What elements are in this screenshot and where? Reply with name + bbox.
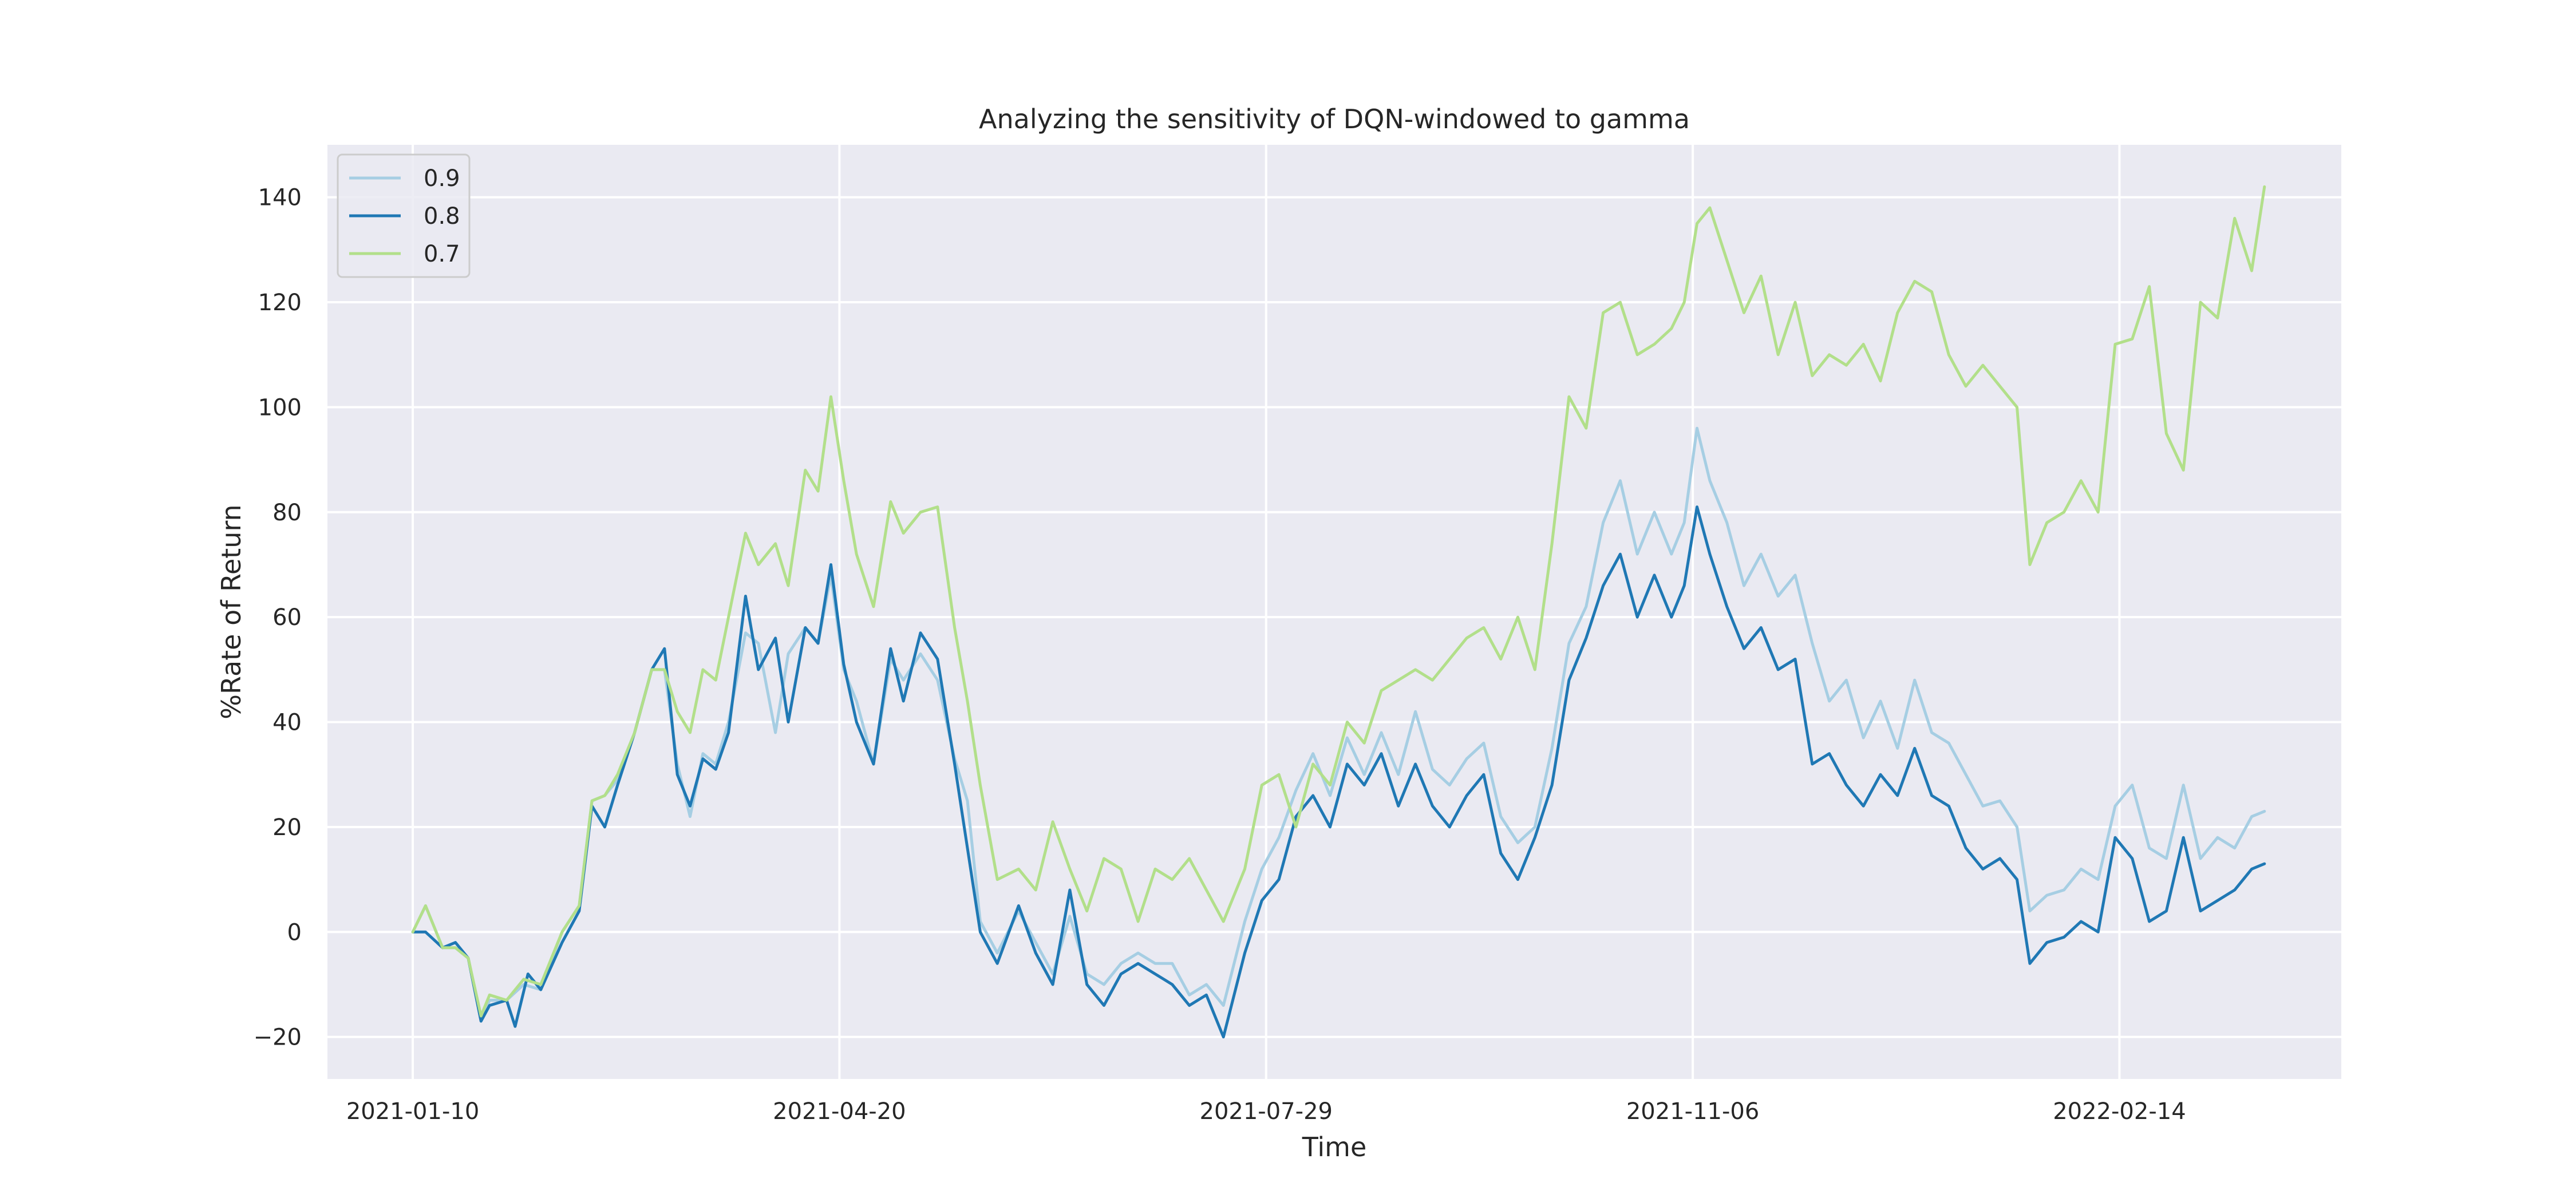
- x-tick-label: 2021-07-29: [1200, 1098, 1333, 1125]
- y-tick-label: 40: [272, 710, 302, 736]
- series-line-0.9: [411, 426, 2266, 1023]
- y-axis-label: %Rate of Return: [216, 504, 247, 719]
- legend: 0.9 0.8 0.7: [337, 153, 471, 278]
- x-tick-label: 2021-04-20: [773, 1098, 906, 1125]
- chart-title: Analyzing the sensitivity of DQN-windowe…: [979, 104, 1690, 135]
- x-tick-label: 2021-01-10: [346, 1098, 479, 1125]
- series-line-0.8: [411, 505, 2266, 1039]
- x-tick-label: 2022-02-14: [2053, 1098, 2186, 1125]
- x-axis-label: Time: [1302, 1132, 1367, 1163]
- legend-label-0.9: 0.9: [424, 165, 460, 192]
- y-tick-label: 100: [258, 394, 302, 421]
- x-tick-labels: 2021-01-10 2021-04-20 2021-07-29 2021-11-06…: [346, 1098, 2186, 1125]
- y-tick-label: 60: [272, 604, 302, 631]
- plot-background: [327, 145, 2341, 1079]
- series-line-0.7: [411, 185, 2266, 1018]
- legend-label-0.8: 0.8: [424, 203, 460, 230]
- x-gridlines: [412, 145, 2121, 1079]
- y-tick-label: −20: [254, 1025, 302, 1051]
- y-tick-label: 140: [258, 185, 302, 211]
- series-layer: [411, 185, 2266, 1039]
- y-tick-label: 20: [272, 814, 302, 841]
- legend-label-0.7: 0.7: [424, 241, 460, 267]
- y-gridlines: [327, 196, 2341, 1038]
- y-tick-label: 120: [258, 290, 302, 316]
- y-tick-label: 80: [272, 500, 302, 526]
- x-tick-label: 2021-11-06: [1626, 1098, 1759, 1125]
- y-tick-label: 0: [287, 919, 302, 946]
- legend-box: [337, 153, 471, 278]
- y-tick-labels: −20 0 20 40 60 80 100 120 140: [254, 185, 302, 1051]
